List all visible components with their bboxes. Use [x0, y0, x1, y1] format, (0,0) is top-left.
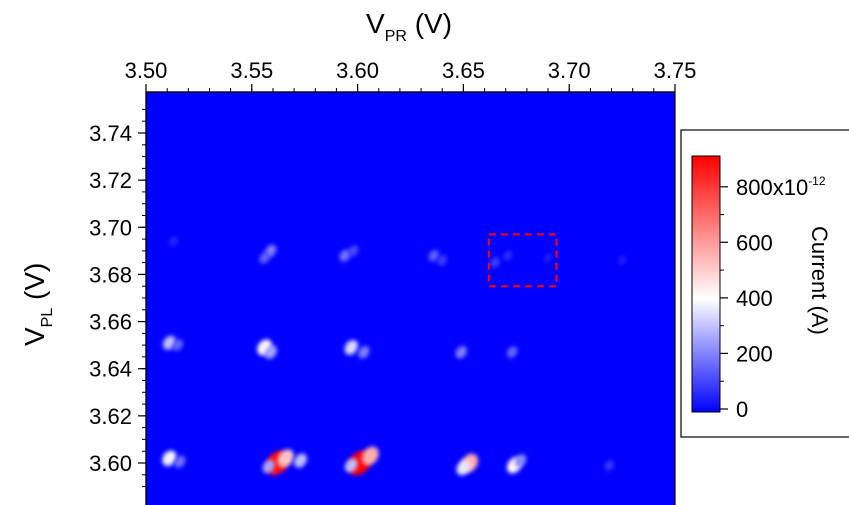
heatmap-feature: [168, 236, 179, 247]
colorbar-gradient: [691, 155, 721, 413]
y-axis-left: 3.60 3.62 3.64 3.66 3.68 3.70 3.72 3.74: [89, 92, 147, 505]
heatmap-feature-core: [366, 450, 375, 461]
heatmap-feature: [503, 250, 513, 261]
colorbar-tick-label: 200: [736, 341, 773, 366]
heatmap-feature: [344, 340, 359, 355]
heatmap-feature: [543, 253, 553, 263]
plot-background: [146, 92, 675, 505]
y-tick-label: 3.68: [89, 262, 132, 287]
y-tick-label: 3.72: [89, 168, 132, 193]
heatmap-features: [162, 236, 627, 476]
heatmap-feature-core: [282, 453, 290, 464]
heatmap-feature: [455, 346, 467, 359]
x-tick-label: 3.70: [548, 58, 591, 83]
heatmap-feature: [264, 345, 277, 359]
y-tick-label: 3.62: [89, 404, 132, 429]
y-tick-label: 3.60: [89, 451, 132, 476]
heatmap-feature: [604, 460, 615, 471]
x-axis-top: 3.50 3.55 3.60 3.65 3.70 3.75: [125, 58, 697, 93]
heatmap-feature: [172, 339, 183, 351]
y-tick-label: 3.74: [89, 121, 132, 146]
x-tick-label: 3.55: [230, 58, 273, 83]
x-tick-label: 3.65: [442, 58, 485, 83]
colorbar-tick-label: 600: [736, 230, 773, 255]
colorbar-tick-label: 0: [736, 397, 748, 422]
heatmap-feature: [506, 346, 518, 359]
heatmap-feature: [514, 454, 527, 467]
y-axis-label: VPL (V): [19, 263, 56, 346]
x-tick-label: 3.50: [125, 58, 168, 83]
colorbar-exponent: -12: [808, 174, 826, 188]
heatmap-feature: [456, 460, 471, 476]
heatmap-feature: [348, 245, 359, 257]
heatmap-feature: [358, 346, 370, 359]
x-axis-label: VPR (V): [366, 8, 452, 45]
x-tick-label: 3.75: [654, 58, 697, 83]
heatmap-feature: [262, 459, 275, 474]
colorbar-tick-label: 400: [736, 286, 773, 311]
heatmap-feature: [162, 450, 177, 466]
heatmap-feature: [490, 257, 500, 268]
y-tick-label: 3.70: [89, 215, 132, 240]
heatmap-feature: [174, 455, 186, 468]
heatmap-feature: [344, 458, 358, 473]
heatmap-feature: [617, 255, 627, 266]
heatmap-feature: [428, 249, 439, 262]
x-tick-label: 3.60: [336, 58, 379, 83]
colorbar-label: Current (A): [807, 226, 832, 335]
y-tick-label: 3.66: [89, 310, 132, 335]
heatmap-feature: [294, 453, 307, 468]
heatmap-feature: [259, 252, 270, 264]
heatmap-feature: [437, 255, 448, 266]
y-tick-label: 3.64: [89, 357, 132, 382]
heatmap-feature: [339, 249, 351, 262]
